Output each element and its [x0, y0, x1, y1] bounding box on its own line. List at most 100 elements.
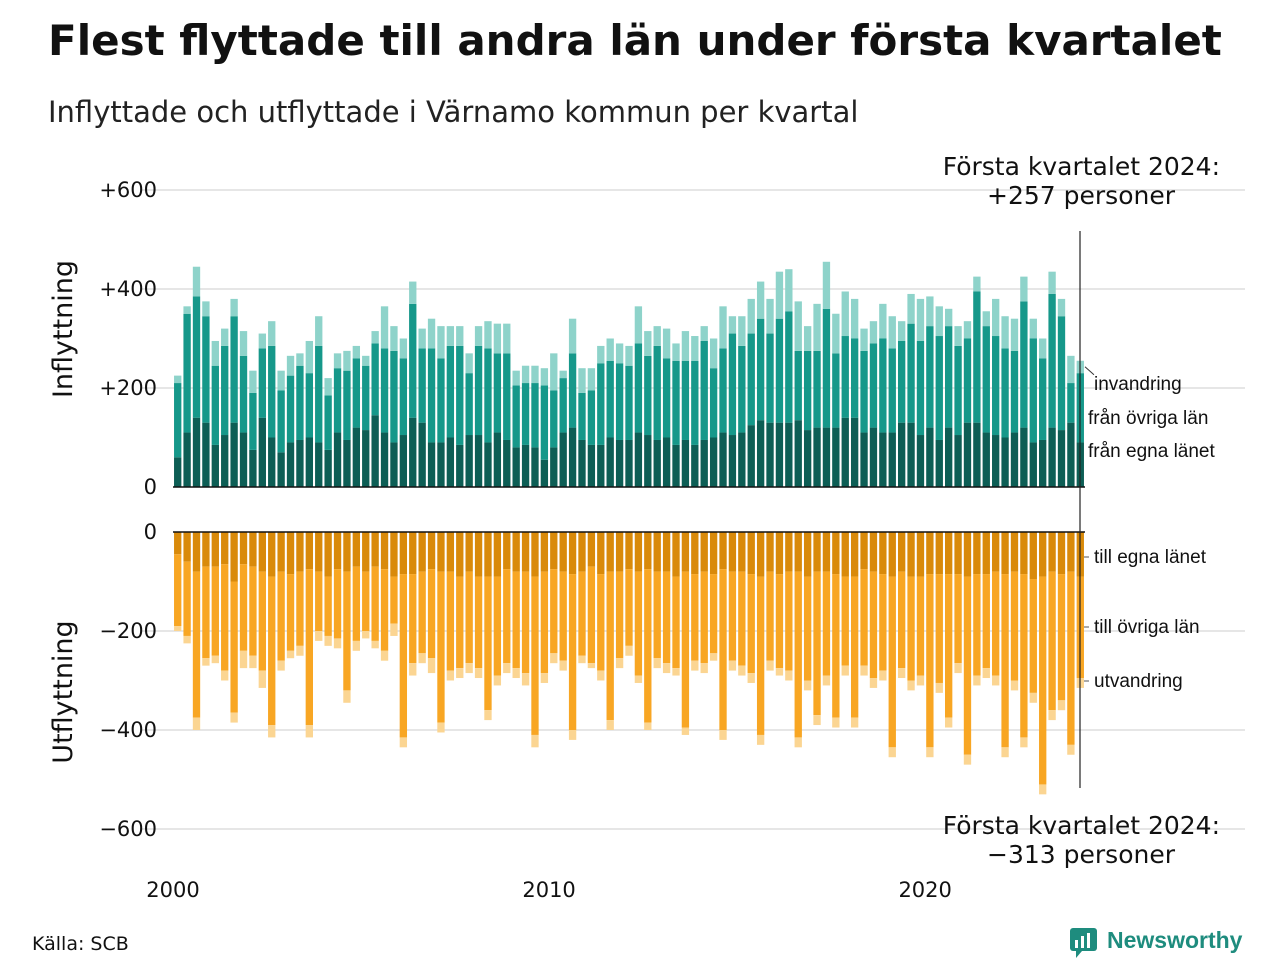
- bar-in-invandring: [362, 355, 370, 366]
- bar-in-fr-n-vriga-l-n: [465, 373, 473, 436]
- bar-out-till-vriga-l-n: [869, 571, 878, 679]
- bar-in-fr-n-egna-l-net: [202, 422, 210, 487]
- bar-in-fr-n-egna-l-net: [813, 427, 821, 487]
- outflow-bars: [174, 532, 1084, 795]
- bar-out-till-egna-l-net: [230, 532, 238, 582]
- bar-in-invandring: [305, 340, 313, 374]
- bar-out-till-egna-l-net: [192, 532, 201, 572]
- bar-in-fr-n-vriga-l-n: [1048, 293, 1056, 428]
- bar-in-fr-n-vriga-l-n: [879, 338, 887, 433]
- bar-out-till-vriga-l-n: [371, 566, 379, 641]
- bar-out-utvandring: [296, 645, 304, 656]
- bar-out-utvandring: [992, 675, 1000, 686]
- bar-in-invandring: [1048, 271, 1056, 294]
- bar-in-invandring: [531, 365, 539, 384]
- bar-out-till-vriga-l-n: [324, 576, 332, 636]
- bar-out-till-vriga-l-n: [512, 571, 520, 669]
- bar-in-fr-n-egna-l-net: [315, 442, 323, 487]
- bar-out-till-vriga-l-n: [822, 571, 831, 676]
- bar-out-utvandring: [531, 734, 539, 748]
- bar-in-fr-n-vriga-l-n: [973, 291, 981, 423]
- bar-in-invandring: [766, 298, 774, 334]
- bar-out-utvandring: [286, 650, 295, 659]
- bar-in-fr-n-vriga-l-n: [869, 343, 878, 428]
- bar-out-till-vriga-l-n: [268, 576, 276, 726]
- bar-out-utvandring: [916, 675, 925, 686]
- bar-in-fr-n-egna-l-net: [258, 417, 266, 487]
- bar-out-till-vriga-l-n: [540, 571, 549, 674]
- top-annotation-line2: +257 personer: [987, 181, 1176, 210]
- bar-in-fr-n-vriga-l-n: [738, 345, 746, 433]
- series-label-in-invandring: invandring: [1094, 374, 1182, 395]
- bar-in-fr-n-vriga-l-n: [606, 360, 614, 438]
- bar-out-utvandring: [418, 653, 426, 664]
- y-tick-label: 0: [144, 475, 157, 499]
- bar-out-till-vriga-l-n: [738, 571, 746, 666]
- bar-in-fr-n-egna-l-net: [1067, 422, 1075, 487]
- x-tick-label: 2010: [522, 878, 575, 902]
- bar-in-fr-n-egna-l-net: [550, 447, 558, 487]
- bar-in-invandring: [427, 318, 436, 349]
- bar-in-invandring: [634, 306, 643, 344]
- bar-out-till-vriga-l-n: [634, 571, 643, 676]
- bar-in-invandring: [484, 321, 492, 349]
- bar-out-till-vriga-l-n: [973, 574, 981, 676]
- bar-in-invandring: [446, 326, 455, 346]
- bar-out-utvandring: [888, 747, 896, 758]
- bar-in-fr-n-vriga-l-n: [813, 350, 821, 428]
- bar-in-fr-n-vriga-l-n: [681, 360, 690, 440]
- bar-out-utvandring: [653, 658, 661, 669]
- bar-in-fr-n-egna-l-net: [465, 435, 473, 487]
- bar-out-till-vriga-l-n: [719, 569, 727, 730]
- bar-out-utvandring: [945, 717, 953, 728]
- bar-in-invandring: [343, 350, 351, 371]
- bar-out-utvandring: [634, 675, 643, 683]
- bar-in-fr-n-egna-l-net: [268, 437, 276, 487]
- inflow-y-axis: 0 +200 +400 +600: [99, 178, 157, 499]
- bar-in-fr-n-vriga-l-n: [963, 338, 972, 423]
- series-labels: från egna länet från övriga län invandring…: [1084, 366, 1215, 692]
- bar-out-utvandring: [1020, 737, 1028, 748]
- bar-in-fr-n-vriga-l-n: [324, 395, 332, 450]
- bar-in-invandring: [747, 298, 755, 334]
- bar-in-invandring: [277, 370, 285, 391]
- bar-out-till-egna-l-net: [785, 532, 793, 572]
- bar-out-utvandring: [578, 655, 586, 664]
- bar-out-till-egna-l-net: [221, 532, 229, 565]
- bar-out-utvandring: [672, 668, 680, 676]
- bar-out-utvandring: [446, 670, 455, 681]
- bar-out-till-egna-l-net: [343, 532, 351, 572]
- bar-out-till-vriga-l-n: [794, 571, 802, 738]
- bar-in-invandring: [841, 291, 849, 337]
- bar-in-invandring: [926, 296, 934, 327]
- bar-in-fr-n-vriga-l-n: [794, 350, 802, 421]
- bar-out-till-egna-l-net: [625, 532, 633, 570]
- bar-out-till-vriga-l-n: [747, 574, 755, 674]
- bar-in-fr-n-egna-l-net: [578, 439, 586, 487]
- bar-out-utvandring: [926, 747, 934, 758]
- bar-out-utvandring: [681, 727, 690, 735]
- bar-out-utvandring: [850, 717, 859, 728]
- bar-in-invandring: [474, 326, 483, 346]
- bar-out-till-vriga-l-n: [333, 569, 342, 639]
- bar-out-utvandring: [1029, 692, 1037, 703]
- bar-in-fr-n-vriga-l-n: [803, 350, 812, 431]
- bar-in-invandring: [813, 303, 821, 351]
- bar-in-fr-n-vriga-l-n: [568, 353, 577, 428]
- bar-out-till-egna-l-net: [728, 532, 737, 572]
- bar-out-till-egna-l-net: [1001, 532, 1009, 575]
- bar-in-fr-n-egna-l-net: [333, 432, 342, 487]
- bar-in-fr-n-vriga-l-n: [258, 348, 266, 418]
- bar-out-utvandring: [709, 653, 718, 661]
- bar-out-utvandring: [756, 734, 765, 745]
- bar-in-invandring: [615, 343, 624, 364]
- bar-in-fr-n-egna-l-net: [540, 459, 549, 487]
- bar-in-fr-n-vriga-l-n: [418, 348, 426, 423]
- bar-in-fr-n-vriga-l-n: [174, 383, 182, 458]
- bar-in-invandring: [409, 281, 417, 304]
- bar-out-utvandring: [380, 650, 389, 661]
- bar-out-utvandring: [324, 635, 332, 646]
- bar-out-utvandring: [897, 668, 906, 679]
- bar-out-utvandring: [427, 658, 436, 674]
- bar-out-utvandring: [1067, 744, 1075, 755]
